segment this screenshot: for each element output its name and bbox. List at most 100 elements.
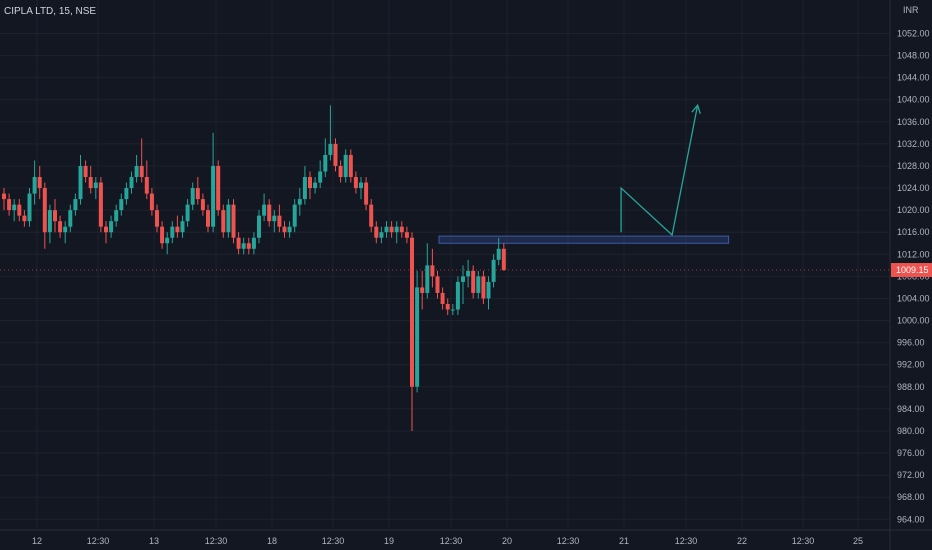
candle-up xyxy=(496,248,501,260)
candle-down xyxy=(501,248,506,271)
y-tick-label: 1052.00 xyxy=(897,29,930,39)
candle-down xyxy=(42,188,47,233)
candle-up xyxy=(328,143,333,155)
candle-down xyxy=(7,199,12,211)
candle-up xyxy=(486,281,491,299)
candle-up xyxy=(109,221,114,233)
candle-down xyxy=(2,193,6,200)
x-tick-label: 22 xyxy=(737,536,747,546)
candle-down xyxy=(144,177,149,194)
candle-up xyxy=(251,237,256,249)
candle-down xyxy=(404,232,409,238)
x-tick-label: 21 xyxy=(619,536,629,546)
projection-line xyxy=(620,105,699,237)
candle-down xyxy=(399,226,404,233)
candle-down xyxy=(389,226,394,233)
time-axis[interactable]: 12 12:30 13 12:30 18 12:30 19 12:30 20 12:30 21 12:… xyxy=(32,536,863,546)
candle-down xyxy=(88,177,93,189)
candle-up xyxy=(318,171,323,183)
chart-title: CIPLA LTD, 15, NSE xyxy=(4,6,96,17)
candle-down xyxy=(83,165,88,178)
y-tick-label: 996.00 xyxy=(897,338,925,348)
candle-up xyxy=(190,188,195,205)
candle-up xyxy=(491,259,496,282)
candle-up xyxy=(129,177,134,189)
candle-down xyxy=(435,276,440,293)
y-tick-label: 980.00 xyxy=(897,426,925,436)
supply-zone xyxy=(438,235,730,244)
x-tick-label: 12:30 xyxy=(87,536,110,546)
candle-down xyxy=(410,237,414,387)
candle-down xyxy=(221,210,226,233)
candle-up xyxy=(415,287,420,387)
candle-down xyxy=(58,221,63,233)
candle-up xyxy=(68,210,73,227)
y-tick-label: 1004.00 xyxy=(897,293,930,303)
candle-down xyxy=(353,177,358,189)
candle-down xyxy=(348,154,353,178)
x-tick-label: 18 xyxy=(267,536,277,546)
y-tick-label: 1028.00 xyxy=(897,161,930,171)
candle-up xyxy=(180,221,185,233)
candle-down xyxy=(195,188,200,200)
candle-down xyxy=(440,292,445,304)
y-tick-label: 964.00 xyxy=(897,514,925,524)
y-tick-label: 972.00 xyxy=(897,470,925,480)
candle-down xyxy=(98,182,103,227)
x-tick-label: 20 xyxy=(502,536,512,546)
candle-up xyxy=(124,188,129,200)
candle-down xyxy=(139,165,144,178)
y-tick-label: 1024.00 xyxy=(897,183,930,193)
candle-up xyxy=(241,243,246,249)
candle-down xyxy=(236,237,241,249)
candle-up xyxy=(476,276,481,293)
candle-up xyxy=(450,309,455,311)
candle-down xyxy=(104,226,108,233)
candle-up xyxy=(425,265,430,293)
candle-down xyxy=(282,226,287,233)
x-tick-label: 25 xyxy=(853,536,863,546)
candle-down xyxy=(231,204,236,238)
candle-down xyxy=(200,199,205,211)
y-tick-label: 976.00 xyxy=(897,448,925,458)
candle-down xyxy=(206,210,210,227)
candle-up xyxy=(359,182,363,189)
projection-arrow xyxy=(620,103,701,237)
candle-down xyxy=(149,193,154,211)
candle-down xyxy=(430,265,435,277)
x-tick-label: 12:30 xyxy=(322,536,345,546)
candle-down xyxy=(308,177,312,189)
candle-up xyxy=(63,226,68,233)
candle-down xyxy=(445,303,450,310)
candle-up xyxy=(93,182,98,189)
candle-down xyxy=(374,226,379,238)
candle-up xyxy=(302,177,307,200)
candle-up xyxy=(292,204,297,227)
candle-down xyxy=(160,226,165,244)
y-tick-label: 1016.00 xyxy=(897,227,930,237)
y-tick-label: 1032.00 xyxy=(897,139,930,149)
candle-up xyxy=(287,226,292,233)
candle-up xyxy=(47,210,52,233)
y-tick-label: 1044.00 xyxy=(897,73,930,83)
candle-down xyxy=(338,165,343,178)
candle-down xyxy=(471,270,476,293)
candle-down xyxy=(267,204,272,222)
candle-down xyxy=(53,210,57,222)
candle-down xyxy=(155,210,159,227)
y-tick-label: 1020.00 xyxy=(897,205,930,215)
y-tick-label: 1036.00 xyxy=(897,117,930,127)
candle-down xyxy=(333,143,338,166)
candles xyxy=(2,105,506,431)
y-tick-label: 1048.00 xyxy=(897,51,930,61)
candle-up xyxy=(272,215,277,222)
candle-down xyxy=(369,204,374,227)
candle-up xyxy=(455,281,460,310)
candle-up xyxy=(323,154,328,172)
candle-up xyxy=(114,210,119,222)
candle-down xyxy=(17,204,22,216)
candle-up xyxy=(313,182,318,189)
candle-up xyxy=(32,177,37,194)
y-tick-label: 1040.00 xyxy=(897,95,930,105)
